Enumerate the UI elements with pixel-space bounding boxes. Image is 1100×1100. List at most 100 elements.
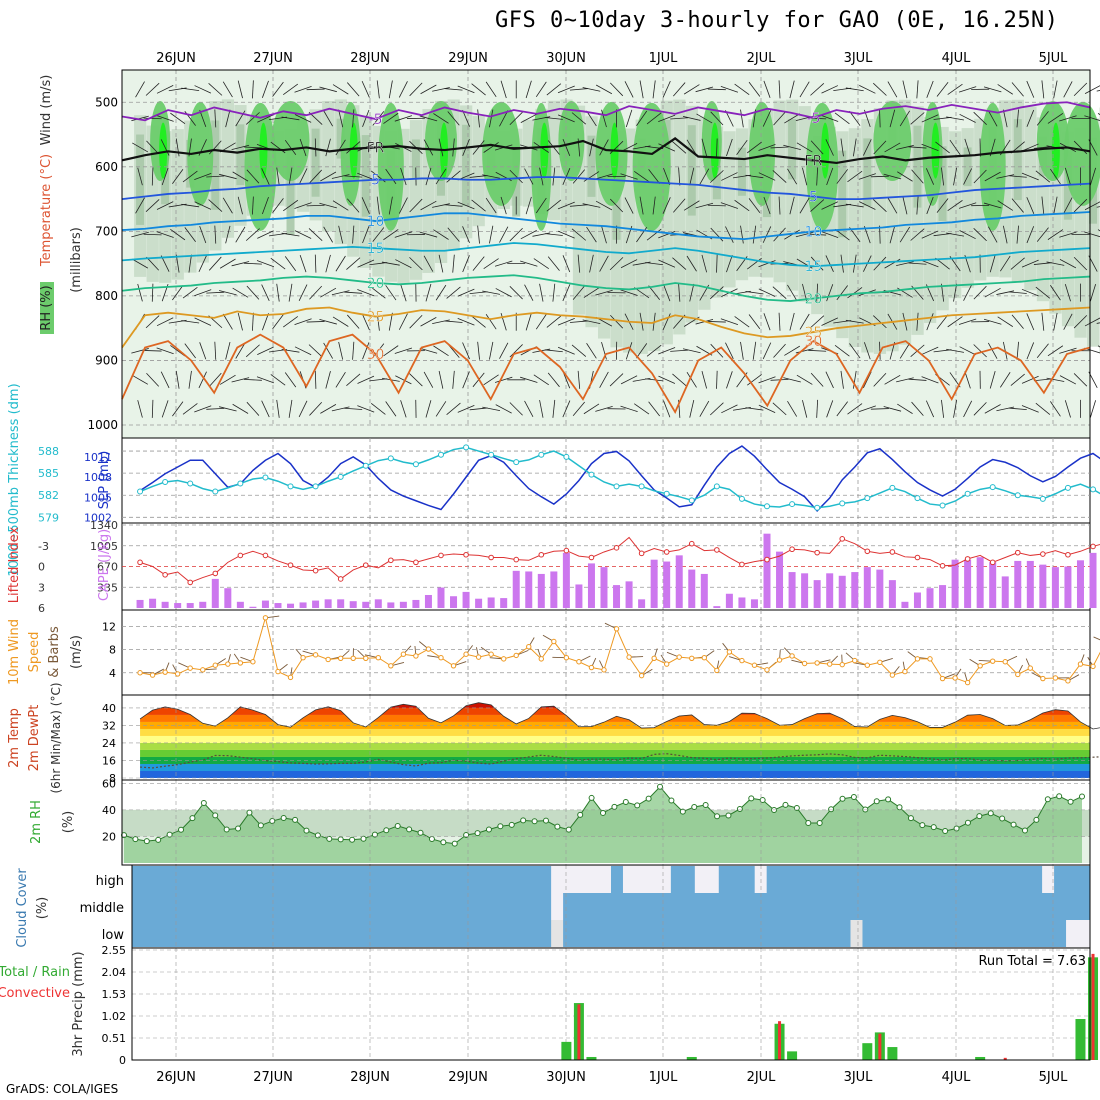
wind-barb — [423, 371, 434, 388]
wind-barb — [495, 288, 512, 298]
wind-barb — [346, 373, 361, 387]
cloud-cell — [155, 920, 169, 947]
wind-barb — [462, 342, 470, 360]
cloud-cell — [622, 920, 636, 947]
wind-barb — [1002, 225, 1008, 244]
rh-point — [223, 826, 230, 833]
rh-point — [622, 799, 629, 806]
cloud-cell — [611, 866, 624, 893]
wind-barb — [395, 259, 412, 269]
cloud-cell — [311, 920, 324, 947]
rh-point — [1067, 798, 1074, 805]
cloud-cell — [646, 866, 660, 893]
cloud-cell — [155, 866, 169, 893]
wind-barb — [381, 261, 400, 266]
cloud-cell — [658, 893, 672, 920]
rh-blob-green — [632, 102, 671, 231]
wind-barb — [577, 370, 581, 389]
wind-barb — [471, 83, 486, 96]
cape-bar — [161, 601, 169, 608]
wind-barb — [272, 314, 284, 330]
lifted-index-point — [287, 562, 294, 568]
wind-speed-point — [964, 679, 971, 686]
cloud-cell — [850, 893, 863, 920]
cape-bar — [675, 555, 683, 608]
wind-barb — [710, 111, 724, 126]
wind-barb — [409, 373, 423, 387]
y-tick-left: 588 — [38, 445, 59, 458]
cloud-cell — [347, 866, 360, 893]
cape-bar — [1039, 564, 1047, 608]
cloud-cell — [491, 866, 504, 893]
wind-barb — [1011, 198, 1024, 213]
cloud-cell — [958, 866, 971, 893]
cloud-cell — [551, 866, 564, 893]
wind-barb — [963, 168, 973, 185]
wind-barb — [472, 140, 485, 155]
cloud-cell — [1054, 893, 1067, 920]
wind-barb — [357, 405, 375, 413]
wind-barb — [716, 370, 718, 389]
cape-bar — [700, 573, 708, 608]
wind-barb — [218, 290, 237, 296]
wind-barb — [281, 116, 300, 121]
cloud-cell — [359, 893, 372, 920]
rh-point — [200, 799, 207, 806]
cape-bar — [888, 580, 896, 608]
rh-point — [292, 816, 299, 823]
wind-speed-point — [839, 661, 845, 668]
wind-barb — [997, 316, 1014, 327]
precip-convective-bar — [1091, 953, 1095, 1060]
wind-barb — [964, 371, 971, 389]
wind-barb — [298, 284, 308, 301]
wind-barb — [921, 260, 939, 268]
wind-speed-point — [513, 652, 519, 659]
wind-barb — [194, 201, 212, 210]
wind-barb — [435, 401, 447, 417]
rh-blob-green — [482, 101, 521, 206]
wind-barb — [595, 200, 613, 211]
wind-speed-point — [914, 656, 921, 662]
cloud-cell — [634, 920, 648, 947]
wind-barb — [535, 81, 547, 98]
wind-barb — [897, 171, 913, 182]
cloud-cell — [383, 920, 396, 947]
wind-barb — [288, 167, 293, 186]
lifted-index-point — [814, 549, 820, 556]
cloud-cell — [826, 920, 839, 947]
precip-axis-label: 3hr Precip (mm) — [71, 951, 86, 1056]
wind-barb — [778, 196, 781, 215]
date-label-bottom: 4JUL — [942, 1070, 972, 1085]
wind-barb — [237, 80, 243, 99]
wind-speed-point — [563, 655, 570, 661]
wind-barb — [557, 317, 575, 326]
wind-barb — [902, 80, 908, 99]
wind-barb — [447, 111, 460, 126]
wind-barb — [720, 86, 739, 93]
wind-barb — [701, 138, 708, 157]
rh-point — [634, 802, 641, 809]
lifted-index-point — [463, 551, 469, 558]
rh-point — [577, 811, 584, 818]
wind-barb — [298, 168, 308, 185]
wind-barb — [973, 285, 987, 300]
date-label-bottom: 2JUL — [747, 1070, 777, 1085]
wind-speed-point — [638, 672, 645, 679]
wind-barb — [288, 283, 293, 302]
date-label-top: 1JUL — [649, 51, 679, 66]
cloud-cell — [1042, 866, 1055, 893]
rh-blob-green — [187, 101, 214, 206]
wind-barb — [547, 372, 560, 388]
wind-barb — [609, 373, 624, 387]
date-label-bottom: 1JUL — [649, 1070, 679, 1085]
wind-barb — [701, 254, 708, 273]
wind-barb — [1053, 196, 1058, 215]
cloud-cell — [814, 866, 827, 893]
wind-barb — [726, 254, 733, 273]
wind-barb — [609, 82, 624, 97]
wind-barb — [446, 170, 461, 183]
cloud-cell — [790, 893, 803, 920]
wind-barb — [357, 375, 375, 384]
cloud-cell — [1066, 893, 1079, 920]
